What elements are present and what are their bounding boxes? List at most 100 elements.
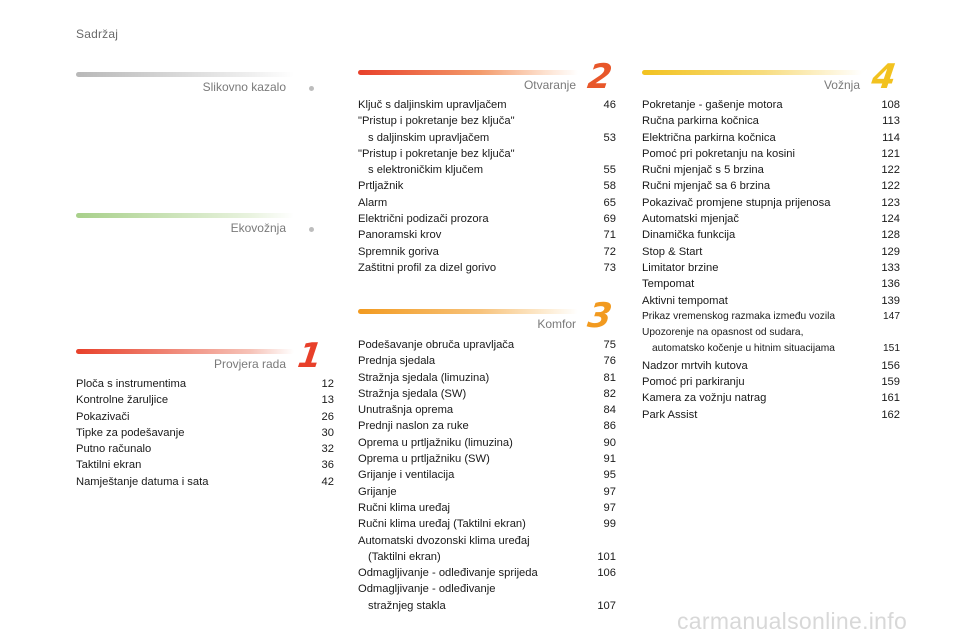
toc-entry-page: 97 [603,485,616,498]
toc-entry-title-line: Unutrašnja oprema [358,404,454,417]
toc-entry-title-line: Ručni mjenjač sa 6 brzina [642,180,771,193]
section-bar [642,70,862,75]
section-header-otvaranje[interactable]: Otvaranje 2 [358,57,616,97]
toc-entry-title-line: Dinamička funkcija [642,229,736,242]
toc-entry[interactable]: Unutrašnja oprema 84 [358,402,616,418]
toc-entry[interactable]: "Pristup i pokretanje bez ključa" s elekt… [358,146,616,179]
toc-entry-page: 71 [603,229,616,242]
toc-entry-page: 26 [321,410,334,423]
section-header-ekovoznja[interactable]: Ekovožnja [76,209,326,235]
toc-entry[interactable]: Podešavanje obruča upravljača 75 [358,337,616,353]
section-label: Provjera rada [213,357,286,371]
toc-entry-title: Automatski mjenjač [642,211,874,227]
toc-entry[interactable]: Prednja sjedala 76 [358,353,616,369]
toc-entry-title-line: Upozorenje na opasnost od sudara, [642,327,804,339]
toc-entry-title-line: Park Assist [642,408,698,421]
toc-entry-title: Nadzor mrtvih kutova [642,358,874,374]
toc-entry[interactable]: Namještanje datuma i sata 42 [76,474,334,490]
toc-entry-title-line: Limitator brzine [642,261,719,274]
section-bar [76,72,294,77]
toc-entry[interactable]: Kamera za vožnju natrag 161 [642,390,900,406]
section-header-slikovno-kazalo[interactable]: Slikovno kazalo [76,68,326,94]
toc-entry[interactable]: Ručni mjenjač sa 6 brzina 122 [642,178,900,194]
toc-entry[interactable]: Nadzor mrtvih kutova 156 [642,358,900,374]
toc-entry[interactable]: Električni podizači prozora 69 [358,211,616,227]
toc-entry[interactable]: Limitator brzine 133 [642,260,900,276]
toc-entry[interactable]: Tempomat 136 [642,276,900,292]
toc-entry[interactable]: Ručna parkirna kočnica 113 [642,113,900,129]
toc-entry-page: 76 [603,355,616,368]
section-header-provjera-rada[interactable]: Provjera rada 1 [76,336,326,376]
toc-entry[interactable]: Putno računalo 32 [76,441,334,457]
toc-entry-title: Pomoć pri parkiranju [642,374,874,390]
toc-entry[interactable]: Stražnja sjedala (limuzina) 81 [358,370,616,386]
section-header-voznja[interactable]: Vožnja 4 [642,57,900,97]
toc-entry[interactable]: Prtljažnik 58 [358,178,616,194]
toc-entry[interactable]: Grijanje 97 [358,484,616,500]
toc-entry-title-line: Panoramski krov [358,229,442,242]
toc-entry[interactable]: Aktivni tempomat 139 [642,293,900,309]
toc-entry-title: Kamera za vožnju natrag [642,390,874,406]
toc-entry[interactable]: Pokazivač promjene stupnja prijenosa 123 [642,195,900,211]
toc-entry[interactable]: Odmagljivanje - odleđivanje sprijeda 106 [358,565,616,581]
toc-entry-page: 65 [603,196,616,209]
toc-entry[interactable]: Oprema u prtljažniku (SW) 91 [358,451,616,467]
toc-entry-title-line: Aktivni tempomat [642,294,728,307]
toc-entry[interactable]: Ručni klima uređaj 97 [358,500,616,516]
toc-entry[interactable]: Ručni mjenjač s 5 brzina 122 [642,162,900,178]
toc-entry-page: 12 [321,378,334,390]
toc-entry-title: Panoramski krov [358,227,590,243]
page-title: Sadržaj [76,27,119,41]
toc-entry-title-line: Ploča s instrumentima [76,378,187,390]
toc-list-komfor: Podešavanje obruča upravljača 75 Prednja s… [358,337,616,614]
toc-entry-title-line: Podešavanje obruča upravljača [358,339,515,351]
toc-entry[interactable]: Ručni klima uređaj (Taktilni ekran) 99 [358,516,616,532]
toc-entry[interactable]: Pomoć pri pokretanju na kosini 121 [642,146,900,162]
toc-entry[interactable]: "Pristup i pokretanje bez ključa" s dalji… [358,113,616,146]
section-bar [76,213,294,218]
toc-entry-title-line: Odmagljivanje - odleđivanje sprijeda [358,567,538,580]
toc-entry-title-line: Automatski mjenjač [642,213,739,226]
toc-entry-title-line: Ručni klima uređaj (Taktilni ekran) [358,518,526,531]
toc-entry[interactable]: Stop & Start 129 [642,244,900,260]
section-number-4: 4 [869,57,899,97]
toc-entry[interactable]: Grijanje i ventilacija 95 [358,467,616,483]
toc-entry[interactable]: Kontrolne žaruljice 13 [76,392,334,408]
toc-entry[interactable]: Stražnja sjedala (SW) 82 [358,386,616,402]
toc-entry[interactable]: Automatski mjenjač 124 [642,211,900,227]
toc-entry[interactable]: Pokretanje - gašenje motora 108 [642,97,900,113]
toc-entry[interactable]: Pomoć pri parkiranju 159 [642,374,900,390]
toc-entry-title-line: s daljinskim upravljačem [368,131,490,144]
toc-entry-title: Stop & Start [642,244,874,260]
toc-entry-page: 147 [883,310,900,322]
toc-entry[interactable]: Spremnik goriva 72 [358,244,616,260]
toc-entry-title: Ručni klima uređaj [358,500,590,516]
toc-entry-title: Oprema u prtljažniku (limuzina) [358,435,590,451]
toc-entry-title: Namještanje datuma i sata [76,474,308,490]
toc-entry[interactable]: Zaštitni profil za dizel gorivo 73 [358,260,616,276]
toc-entry[interactable]: Električna parkirna kočnica 114 [642,130,900,146]
toc-entry[interactable]: Ključ s daljinskim upravljačem 46 [358,97,616,113]
toc-entry-title-line: Pokretanje - gašenje motora [642,99,783,111]
toc-entry[interactable]: Alarm 65 [358,195,616,211]
toc-entry-page: 46 [603,99,616,111]
toc-entry[interactable]: Upozorenje na opasnost od sudara, automat… [642,325,900,358]
toc-entry[interactable]: Automatski dvozonski klima uređaj (Taktil… [358,533,616,566]
toc-entry-title: Kontrolne žaruljice [76,392,308,408]
toc-entry-title: Prikaz vremenskog razmaka između vozila [642,309,874,325]
toc-entry[interactable]: Prednji naslon za ruke 86 [358,418,616,434]
toc-entry-title-line: Stražnja sjedala (limuzina) [358,371,490,384]
toc-entry[interactable]: Tipke za podešavanje 30 [76,425,334,441]
toc-entry[interactable]: Park Assist 162 [642,407,900,423]
toc-entry[interactable]: Oprema u prtljažniku (limuzina) 90 [358,435,616,451]
toc-entry[interactable]: Odmagljivanje - odleđivanje stražnjeg sta… [358,581,616,614]
toc-entry-page: 124 [881,213,900,226]
toc-entry[interactable]: Dinamička funkcija 128 [642,227,900,243]
section-header-komfor[interactable]: Komfor 3 [358,296,616,336]
toc-entry[interactable]: Pokazivači 26 [76,409,334,425]
toc-entry[interactable]: Panoramski krov 71 [358,227,616,243]
toc-entry[interactable]: Taktilni ekran 36 [76,457,334,473]
toc-entry-title: Električna parkirna kočnica [642,130,874,146]
toc-entry[interactable]: Prikaz vremenskog razmaka između vozila 1… [642,309,900,325]
toc-entry[interactable]: Ploča s instrumentima 12 [76,376,334,392]
